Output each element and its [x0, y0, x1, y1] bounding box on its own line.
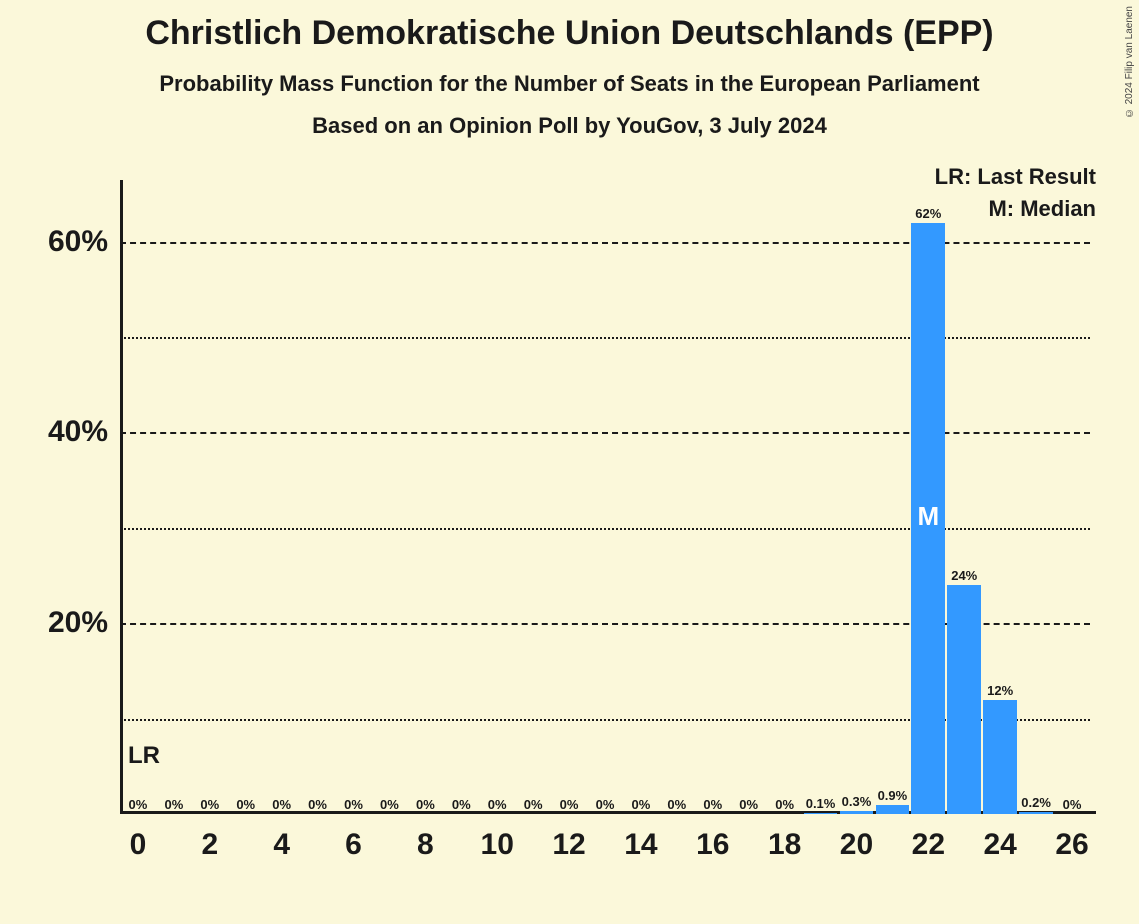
bar-value-label: 12%	[987, 683, 1013, 698]
bar: 24%	[947, 585, 981, 814]
chart-subtitle-1: Probability Mass Function for the Number…	[0, 71, 1139, 97]
x-axis-tick-label: 16	[696, 828, 729, 862]
y-axis-tick-label: 20%	[48, 606, 120, 640]
last-result-marker: LR	[128, 742, 160, 770]
bar-value-label: 0%	[560, 797, 579, 812]
bar-value-label: 0%	[488, 797, 507, 812]
bar-value-label: 0%	[596, 797, 615, 812]
x-axis-tick-label: 8	[417, 828, 434, 862]
bar-value-label: 0%	[739, 797, 758, 812]
median-marker: M	[917, 501, 939, 532]
x-axis-tick-label: 20	[840, 828, 873, 862]
copyright-text: © 2024 Filip van Laenen	[1124, 6, 1135, 118]
y-axis-tick-label: 40%	[48, 415, 120, 449]
x-axis-tick-label: 24	[983, 828, 1016, 862]
bar-value-label: 0%	[524, 797, 543, 812]
bar-value-label: 0%	[272, 797, 291, 812]
bar: 0.2%	[1019, 812, 1053, 814]
bar-value-label: 0.3%	[842, 794, 872, 809]
x-axis-tick-label: 2	[201, 828, 218, 862]
chart-subtitle-2: Based on an Opinion Poll by YouGov, 3 Ju…	[0, 113, 1139, 139]
x-axis-tick-label: 18	[768, 828, 801, 862]
bar: 0.9%	[876, 805, 910, 814]
bar-value-label: 0%	[308, 797, 327, 812]
bar: 0.3%	[840, 811, 874, 814]
bar-value-label: 0%	[380, 797, 399, 812]
bar: 12%	[983, 700, 1017, 814]
bar-value-label: 0%	[416, 797, 435, 812]
chart-plot-area: 20%40%60%0%0%0%0%0%0%0%0%0%0%0%0%0%0%0%0…	[120, 194, 1090, 814]
x-axis-tick-label: 12	[552, 828, 585, 862]
x-axis-tick-label: 0	[130, 828, 147, 862]
bar-value-label: 0%	[667, 797, 686, 812]
bar-value-label: 0%	[632, 797, 651, 812]
bar-value-label: 62%	[915, 206, 941, 221]
x-axis-tick-label: 14	[624, 828, 657, 862]
bar: 62%M	[911, 223, 945, 814]
x-axis-tick-label: 26	[1055, 828, 1088, 862]
bar-value-label: 0%	[452, 797, 471, 812]
bar-value-label: 0%	[344, 797, 363, 812]
bar: 0.1%	[804, 813, 838, 814]
bar-value-label: 0.9%	[878, 788, 908, 803]
y-axis-tick-label: 60%	[48, 225, 120, 259]
bar-value-label: 0%	[129, 797, 148, 812]
bar-value-label: 24%	[951, 568, 977, 583]
x-axis-tick-label: 22	[912, 828, 945, 862]
legend-median: M: Median	[988, 196, 1096, 222]
x-axis-tick-label: 10	[481, 828, 514, 862]
bar-value-label: 0%	[775, 797, 794, 812]
bar-value-label: 0%	[164, 797, 183, 812]
x-axis-tick-label: 4	[273, 828, 290, 862]
bar-value-label: 0%	[236, 797, 255, 812]
x-axis-tick-label: 6	[345, 828, 362, 862]
bar-value-label: 0%	[703, 797, 722, 812]
bar-value-label: 0%	[200, 797, 219, 812]
chart-title: Christlich Demokratische Union Deutschla…	[0, 0, 1139, 53]
bar-value-label: 0%	[1063, 797, 1082, 812]
bar-value-label: 0.2%	[1021, 795, 1051, 810]
bar-value-label: 0.1%	[806, 796, 836, 811]
legend-last-result: LR: Last Result	[935, 164, 1096, 190]
